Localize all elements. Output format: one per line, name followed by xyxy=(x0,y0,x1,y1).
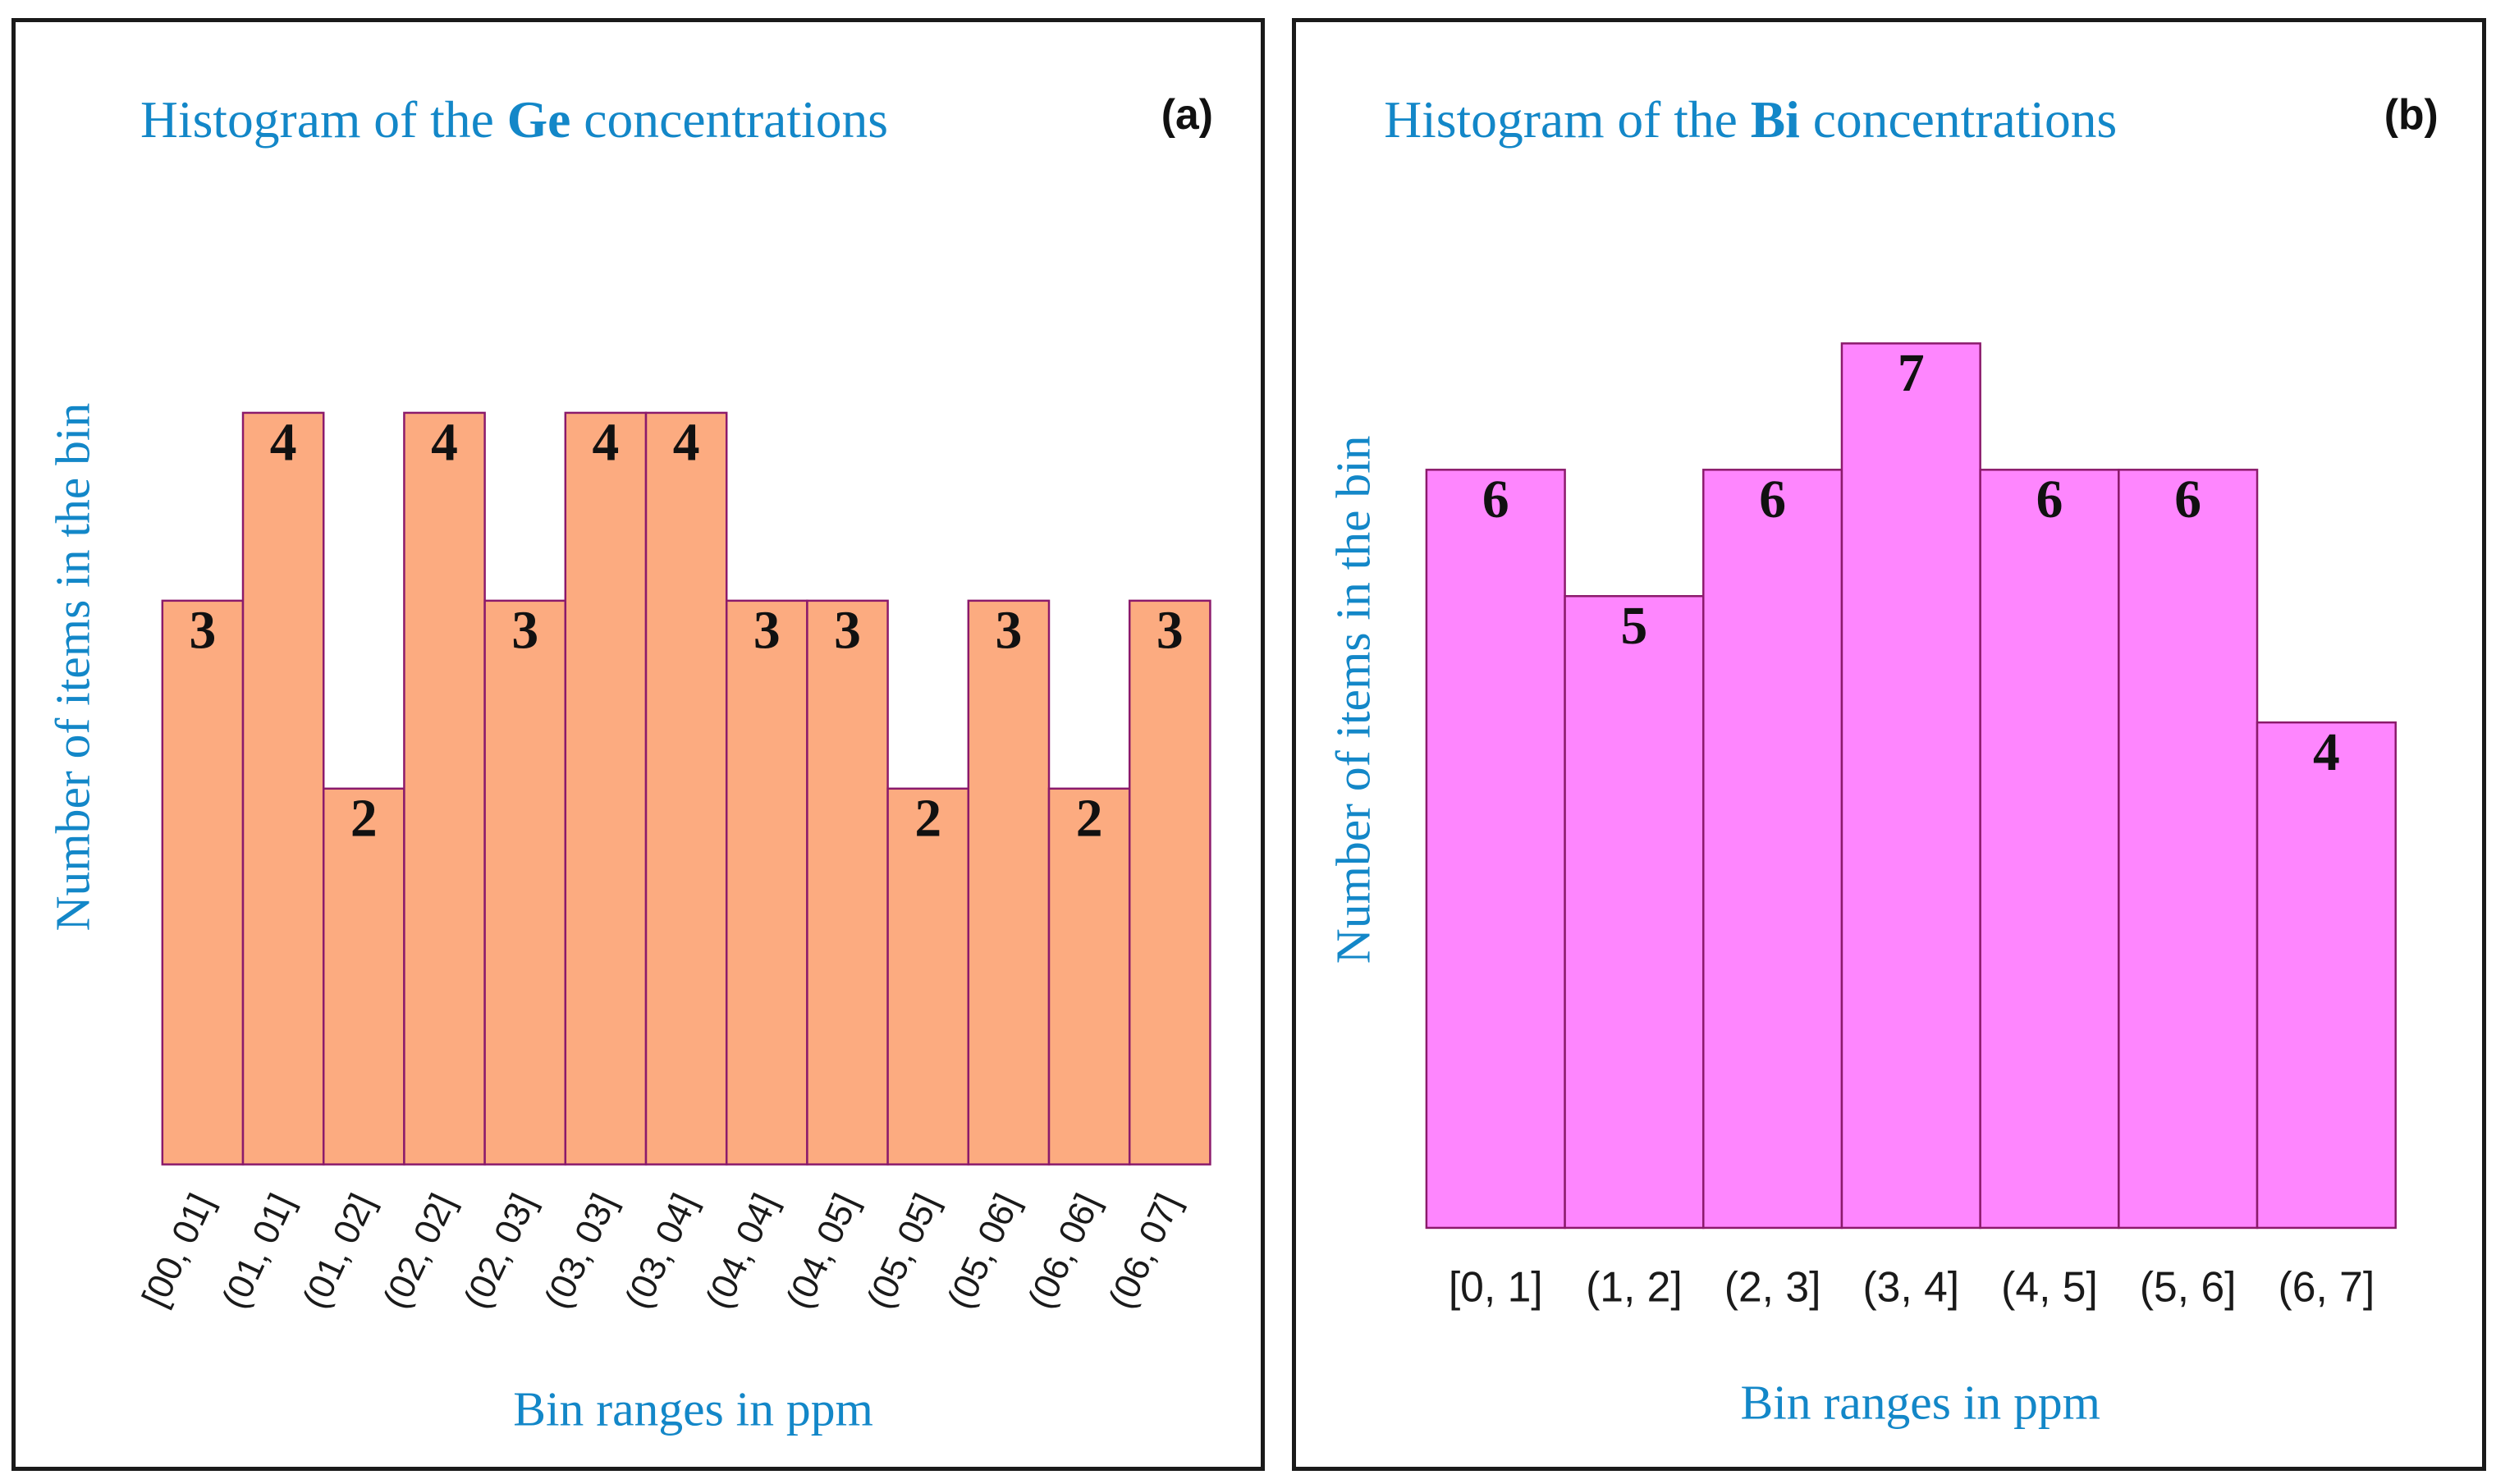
bar-value-label-a-9: 2 xyxy=(914,789,941,848)
bar-a-9 xyxy=(886,787,970,1166)
bar-value-label-b-5: 6 xyxy=(2174,470,2201,529)
x-tick-label-b-6: (6, 7] xyxy=(2278,1262,2375,1310)
bar-value-label-b-4: 6 xyxy=(2036,470,2063,529)
x-tick-label-b-3: (3, 4] xyxy=(1862,1262,1959,1310)
bar-value-label-b-0: 6 xyxy=(1482,470,1509,529)
x-tick-label-a-11: (06, 06] xyxy=(1020,1188,1108,1315)
x-tick-label-b-5: (5, 6] xyxy=(2140,1262,2237,1310)
bar-value-label-a-1: 4 xyxy=(270,414,297,473)
x-tick-label-a-5: (03, 03] xyxy=(537,1188,625,1315)
bar-value-label-b-3: 7 xyxy=(1898,344,1925,403)
bar-value-label-a-2: 2 xyxy=(350,789,378,848)
x-tick-label-a-8: (04, 05] xyxy=(778,1188,866,1315)
x-tick-label-b-2: (2, 3] xyxy=(1724,1262,1821,1310)
chart-title-b: Histogram of the Bi concentrations xyxy=(1384,90,2117,149)
bar-value-label-a-5: 4 xyxy=(593,414,620,473)
x-tick-label-a-1: (01, 01] xyxy=(214,1188,302,1315)
bar-value-label-a-12: 3 xyxy=(1156,601,1184,660)
bar-value-label-b-6: 4 xyxy=(2313,723,2340,782)
x-tick-label-a-3: (02, 02] xyxy=(375,1188,463,1315)
x-tick-label-b-0: [0, 1] xyxy=(1449,1262,1543,1310)
bar-a-1 xyxy=(241,411,325,1166)
bar-value-label-a-11: 2 xyxy=(1076,789,1103,848)
bar-value-label-b-1: 5 xyxy=(1621,597,1648,656)
histogram-bi-panel: Histogram of the Bi concentrations (b) N… xyxy=(1292,18,2486,1471)
x-tick-label-b-1: (1, 2] xyxy=(1586,1262,1683,1310)
bars-group-b: 6 [0, 1] 5 (1, 2] 6 (2, 3] 7 (3, 4] 6 (4, 5] 6 (5, … xyxy=(1425,342,2397,1310)
x-axis-label-b: Bin ranges in ppm xyxy=(1740,1375,2100,1429)
x-tick-label-a-10: (05, 06] xyxy=(940,1188,1028,1315)
x-tick-label-a-2: (01, 02] xyxy=(295,1188,382,1315)
x-tick-label-a-6: (03, 04] xyxy=(617,1188,705,1315)
bar-a-12 xyxy=(1128,599,1211,1166)
bar-value-label-a-8: 3 xyxy=(834,601,861,660)
bar-value-label-a-4: 3 xyxy=(511,601,538,660)
bar-b-5 xyxy=(2118,469,2259,1230)
bar-b-0 xyxy=(1425,469,1566,1230)
bar-a-8 xyxy=(806,599,889,1166)
bar-value-label-a-7: 3 xyxy=(753,601,781,660)
bar-a-5 xyxy=(564,411,648,1166)
panel-label-b: (b) xyxy=(2384,90,2439,138)
bar-b-3 xyxy=(1840,342,1981,1230)
panel-label-a: (a) xyxy=(1161,90,1213,138)
bar-b-2 xyxy=(1702,469,1843,1230)
bar-value-label-a-3: 4 xyxy=(431,414,458,473)
histogram-ge-chart: Histogram of the Ge concentrations (a) N… xyxy=(45,90,1213,1436)
bar-value-label-a-6: 4 xyxy=(673,414,700,473)
x-tick-label-a-7: (04, 04] xyxy=(698,1188,785,1315)
histogram-ge-panel: Histogram of the Ge concentrations (a) N… xyxy=(11,18,1265,1471)
histogram-bi-chart: Histogram of the Bi concentrations (b) N… xyxy=(1326,90,2439,1429)
bar-a-11 xyxy=(1047,787,1131,1166)
bar-a-4 xyxy=(483,599,567,1166)
bar-b-1 xyxy=(1564,595,1705,1230)
bar-b-4 xyxy=(1979,469,2120,1230)
x-tick-label-a-12: (06, 07] xyxy=(1101,1188,1188,1315)
bar-value-label-b-2: 6 xyxy=(1759,470,1786,529)
bar-a-2 xyxy=(322,787,405,1166)
y-axis-label-a: Number of items in the bin xyxy=(45,403,99,932)
x-axis-label-a: Bin ranges in ppm xyxy=(513,1382,873,1436)
y-axis-label-b: Number of items in the bin xyxy=(1326,436,1380,964)
x-tick-label-a-9: (05, 05] xyxy=(859,1188,947,1315)
x-tick-label-a-4: (02, 03] xyxy=(456,1188,544,1315)
x-tick-label-b-4: (4, 5] xyxy=(2001,1262,2098,1310)
bar-a-10 xyxy=(967,599,1051,1166)
bars-group-a: 3 [00, 01] 4 (01, 01] 2 (01, 02] 4 (02, 02] 3 (02… xyxy=(135,411,1211,1315)
bar-value-label-a-10: 3 xyxy=(996,601,1023,660)
bar-value-label-a-0: 3 xyxy=(190,601,217,660)
bar-a-7 xyxy=(725,599,808,1166)
bar-a-6 xyxy=(644,411,728,1166)
chart-title-a: Histogram of the Ge concentrations xyxy=(140,90,888,149)
x-tick-label-a-0: [00, 01] xyxy=(135,1188,222,1313)
bar-b-6 xyxy=(2256,721,2397,1230)
bar-a-3 xyxy=(403,411,486,1166)
bar-a-0 xyxy=(161,599,245,1166)
